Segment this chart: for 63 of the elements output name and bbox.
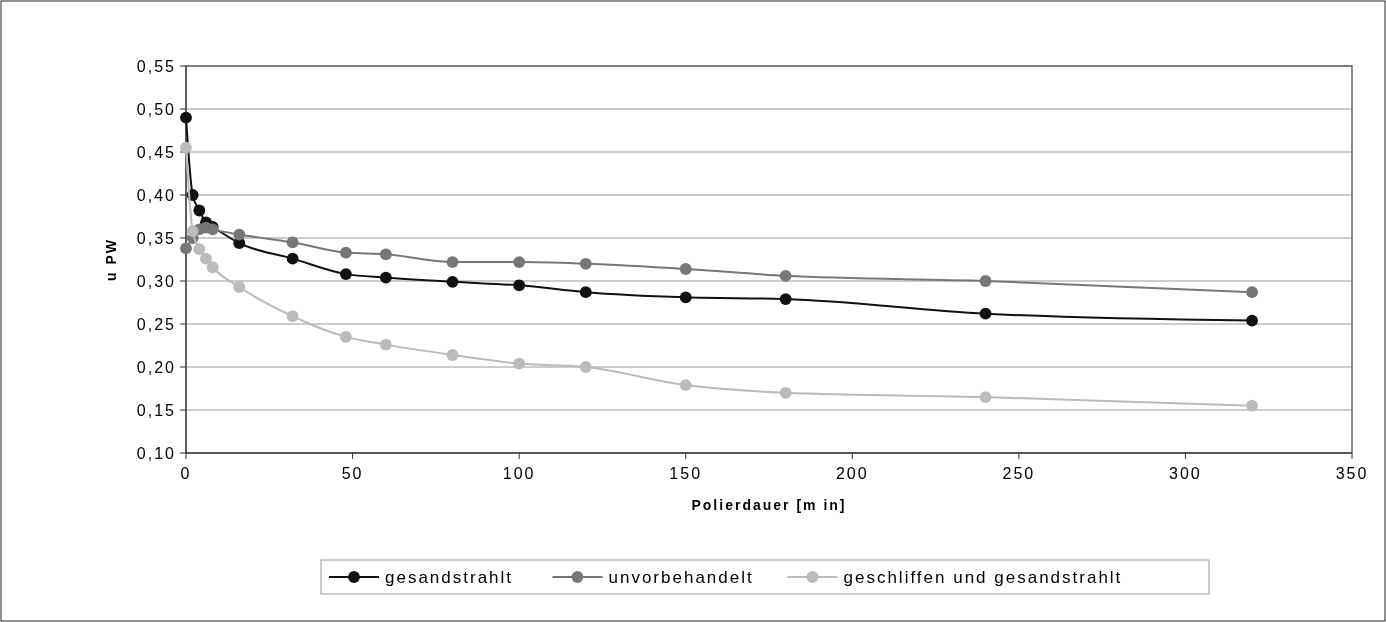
point — [1246, 314, 1258, 327]
point — [446, 256, 459, 268]
y-tick-label: 0,40 — [136, 186, 176, 204]
point — [446, 275, 459, 288]
point — [513, 279, 526, 292]
point — [379, 271, 392, 284]
point — [339, 330, 352, 343]
point — [286, 310, 299, 323]
point — [180, 111, 192, 124]
point — [180, 141, 192, 154]
point — [206, 261, 219, 274]
y-tick-label: 0,45 — [136, 143, 176, 161]
point — [379, 248, 392, 261]
x-tick-label: 350 — [1335, 465, 1369, 482]
point — [679, 291, 692, 304]
point — [379, 338, 392, 351]
point — [979, 307, 992, 320]
point — [193, 243, 206, 256]
point — [446, 349, 459, 361]
point — [339, 246, 352, 259]
legend-label: unvorbehandelt — [608, 567, 754, 587]
y-axis-title: u PW — [103, 238, 119, 281]
point — [233, 228, 246, 241]
y-tick-label: 0,15 — [136, 401, 176, 419]
legend-label: gesandstrahlt — [385, 567, 514, 587]
point — [579, 361, 592, 373]
y-tick-label: 0,30 — [136, 272, 176, 290]
point — [779, 269, 792, 282]
point — [186, 225, 199, 238]
x-tick-label: 200 — [835, 465, 869, 482]
x-axis-title: Polierdauer [m in] — [691, 497, 847, 513]
x-tick-label: 0 — [180, 465, 192, 482]
point — [286, 252, 299, 265]
point — [779, 293, 792, 305]
point — [200, 252, 212, 265]
x-tick-label: 100 — [502, 465, 536, 482]
point — [233, 281, 246, 293]
x-tick-label: 250 — [1002, 465, 1036, 482]
y-tick-label: 0,20 — [136, 358, 176, 376]
point — [779, 386, 792, 399]
x-tick-label: 300 — [1169, 465, 1202, 482]
point — [579, 257, 592, 270]
point — [679, 263, 692, 275]
point — [679, 379, 692, 391]
point — [286, 236, 299, 249]
x-tick-label: 150 — [669, 465, 703, 482]
x-tick-label: 50 — [341, 465, 364, 482]
y-tick-label: 0,50 — [136, 100, 176, 118]
point — [513, 357, 526, 370]
point — [193, 204, 206, 217]
y-tick-label: 0,35 — [136, 229, 176, 247]
point — [979, 275, 992, 287]
point — [180, 242, 192, 255]
y-tick-label: 0,55 — [136, 57, 176, 75]
point — [579, 286, 592, 299]
point — [979, 391, 992, 404]
legend-label: geschliffen und gesandstrahlt — [843, 567, 1123, 587]
point — [339, 268, 352, 281]
y-tick-label: 0,25 — [136, 315, 176, 333]
y-tick-label: 0,10 — [136, 444, 176, 462]
point — [1246, 399, 1258, 412]
point — [513, 256, 526, 268]
point — [1246, 286, 1258, 299]
